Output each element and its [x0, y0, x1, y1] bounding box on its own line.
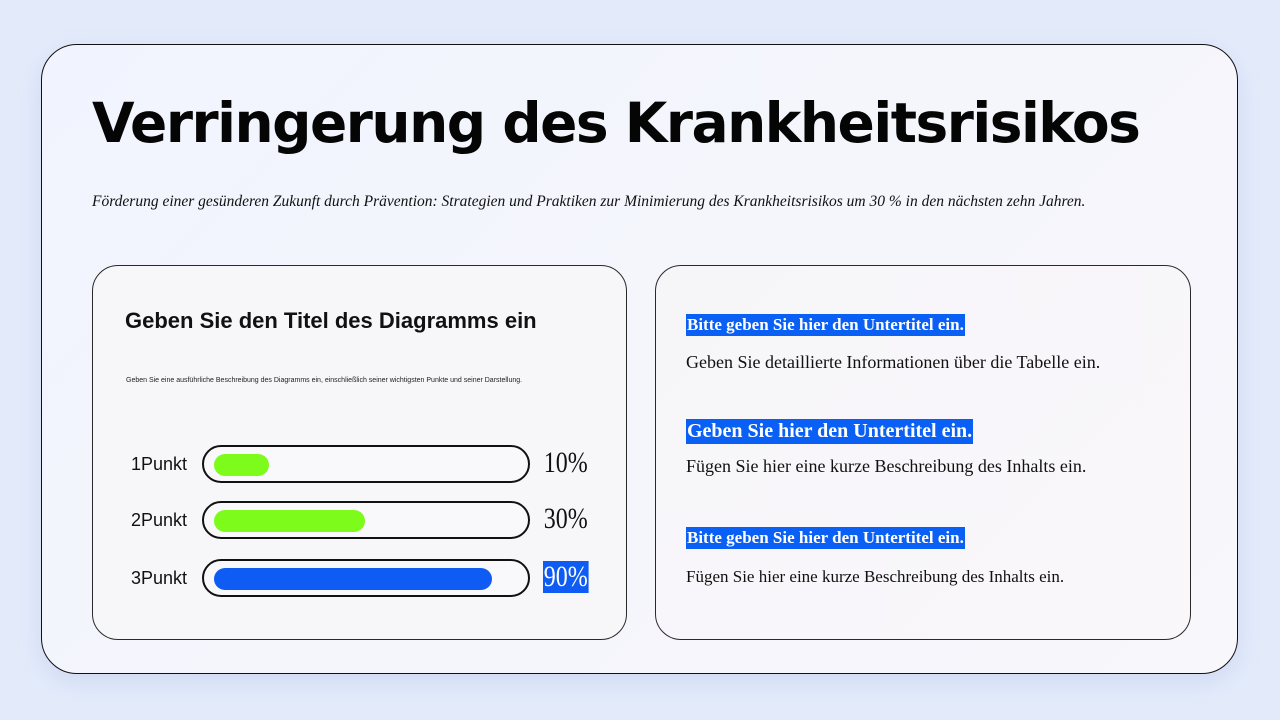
bar-value: 30% [543, 502, 588, 535]
chart-title: Geben Sie den Titel des Diagramms ein [125, 308, 537, 333]
info-section: Geben Sie hier den Untertitel ein. Fügen… [686, 419, 1086, 477]
bar-track [202, 559, 530, 597]
bar-row: 2Punkt 30% [93, 501, 628, 541]
info-section: Bitte geben Sie hier den Untertitel ein.… [686, 314, 1100, 373]
bar-value-highlighted: 90% [543, 560, 589, 593]
bar-fill [214, 568, 492, 590]
info-section: Bitte geben Sie hier den Untertitel ein.… [686, 527, 1064, 587]
bar-label: 1Punkt [131, 454, 188, 474]
bar-label: 3Punkt [131, 568, 188, 588]
slide-title: Verringerung des Krankheitsrisikos [92, 91, 1141, 155]
info-card: Bitte geben Sie hier den Untertitel ein.… [655, 265, 1191, 640]
bar-fill [214, 510, 365, 532]
bar-track [202, 501, 530, 539]
section-text: Geben Sie detaillierte Informationen übe… [686, 352, 1101, 372]
section-subtitle: Bitte geben Sie hier den Untertitel ein. [686, 527, 965, 549]
bar-track [202, 445, 530, 483]
section-text: Fügen Sie hier eine kurze Beschreibung d… [686, 456, 1087, 476]
section-subtitle: Geben Sie hier den Untertitel ein. [686, 419, 974, 444]
section-subtitle: Bitte geben Sie hier den Untertitel ein. [686, 314, 965, 336]
bar-value: 10% [543, 446, 588, 479]
bar-fill [214, 454, 269, 476]
chart-card: Geben Sie den Titel des Diagramms ein Ge… [92, 265, 627, 640]
chart-description: Geben Sie eine ausführliche Beschreibung… [126, 377, 523, 384]
bar-row: 1Punkt 10% [93, 445, 628, 485]
section-text: Fügen Sie hier eine kurze Beschreibung d… [686, 567, 1065, 586]
slide-subtitle: Förderung einer gesünderen Zukunft durch… [92, 193, 1086, 210]
slide: Verringerung des Krankheitsrisikos Förde… [41, 44, 1238, 674]
bar-row: 3Punkt 90% [93, 559, 628, 599]
bar-label: 2Punkt [131, 510, 188, 530]
